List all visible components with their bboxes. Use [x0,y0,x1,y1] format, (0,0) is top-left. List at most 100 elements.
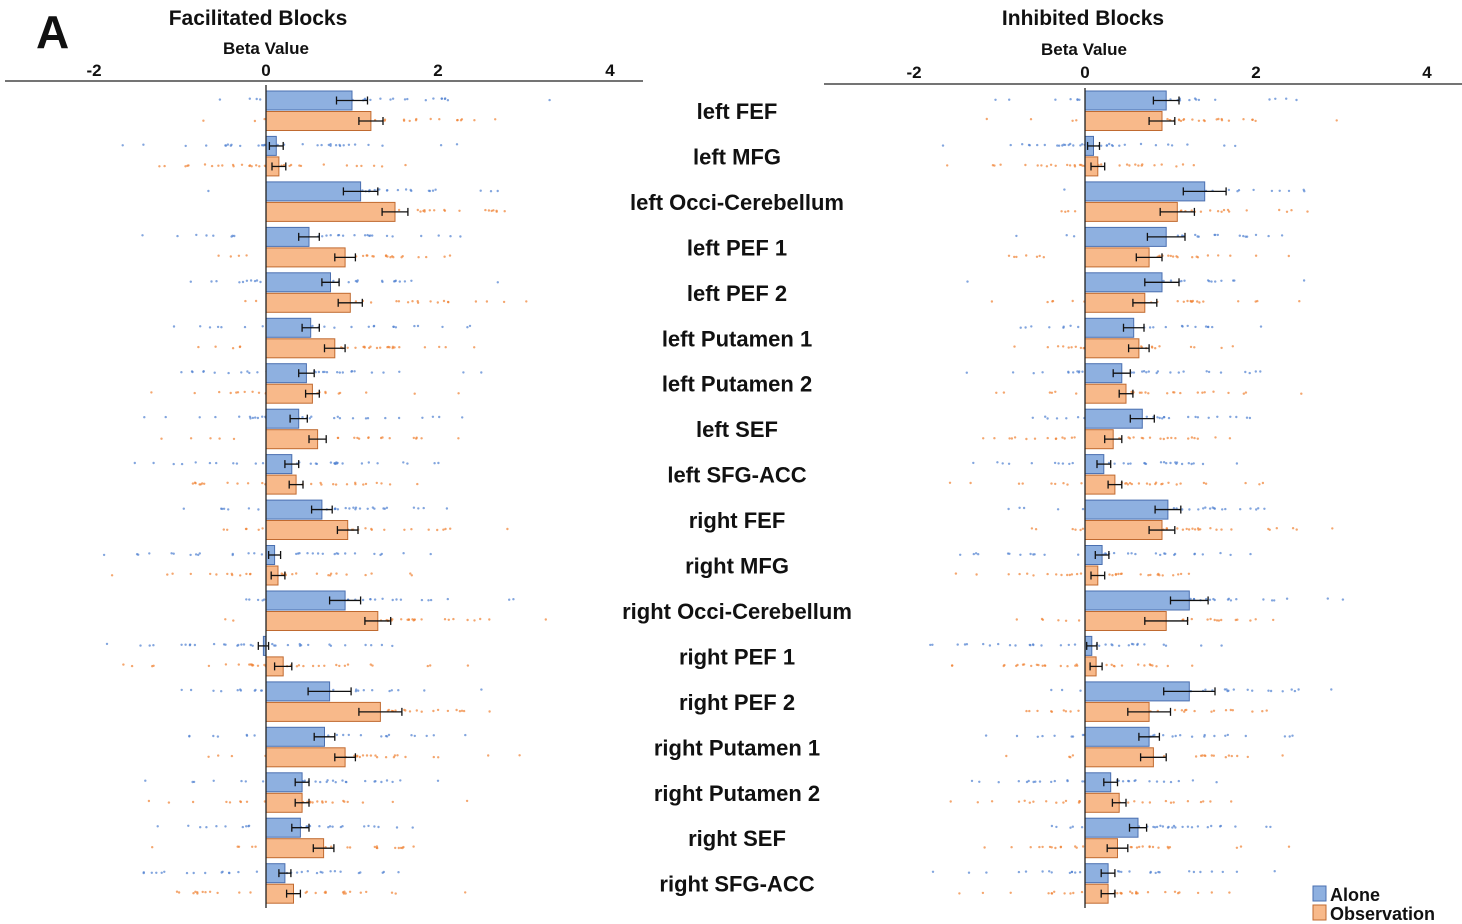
subject-dot [180,643,183,646]
subject-dot [948,481,952,484]
subject-dot [1268,98,1271,101]
subject-dot [1014,644,1017,647]
subject-dot [321,235,324,238]
subject-dot [1062,325,1065,328]
subject-dot [253,552,256,555]
subject-dot [1056,144,1059,147]
subject-dot [404,163,407,167]
subject-dot [338,144,342,148]
subject-dot [1153,164,1156,167]
subject-dot [1133,800,1136,803]
subject-dot [216,325,220,329]
subject-dot [338,371,341,374]
subject-dot [438,345,441,349]
subject-dot [1180,279,1183,283]
subject-dot [220,871,223,874]
subject-dot [372,164,376,167]
subject-dot [163,870,166,873]
subject-dot [143,416,146,419]
subject-dot [1021,143,1024,146]
subject-dot [1162,415,1166,419]
subject-dot [353,234,356,237]
subject-dot [231,553,234,557]
subject-dot [240,163,244,166]
subject-dot [1126,552,1130,555]
x-tick-label: 0 [1080,63,1089,82]
subject-dot [448,254,452,257]
subject-dot [1069,756,1072,759]
subject-dot [1330,688,1333,691]
subject-dot [1179,482,1182,485]
subject-dot [248,371,251,375]
subject-dot [1080,826,1084,829]
subject-dot [1160,163,1163,166]
subject-dot [316,552,320,555]
subject-dot [298,644,302,647]
subject-dot [1194,325,1197,329]
subject-dot [460,709,464,712]
subject-dot [341,234,345,237]
subject-dot [180,688,183,692]
subject-dot [1210,891,1214,894]
region-label-right-putamen-1: right Putamen 1 [654,735,820,760]
subject-dot [210,280,213,283]
subject-dot [420,598,424,602]
subject-dot [376,462,379,465]
subject-dot [1132,371,1136,374]
subject-dot [1202,481,1206,485]
subject-dot [1032,553,1035,556]
subject-dot [1124,482,1127,485]
subject-dot [984,734,988,737]
subject-dot [1017,780,1020,783]
subject-dot [1222,208,1226,212]
subject-dot [363,234,367,237]
subject-dot [1036,143,1039,147]
subject-dot [371,506,375,509]
subject-dot [1272,618,1275,622]
subject-dot [414,119,418,122]
subject-dot [1007,507,1010,511]
subject-dot [977,553,980,556]
subject-dot [484,208,487,212]
subject-dot [1162,437,1166,441]
subject-dot [1232,279,1235,282]
subject-dot [409,188,412,192]
subject-dot [319,780,322,784]
subject-dot [1067,143,1070,147]
subject-dot [261,599,264,602]
subject-dot [213,371,216,374]
subject-dot [488,618,491,621]
subject-dot [1143,461,1146,465]
subject-dot [336,371,339,374]
bar-alone-left-pef-2 [265,272,331,293]
subject-dot [300,870,303,874]
subject-dot [1226,208,1230,212]
subject-dot [1229,708,1233,712]
subject-dot [320,483,323,486]
subject-dot [434,188,437,191]
subject-dot [248,97,251,100]
subject-dot [1259,325,1263,328]
subject-dot [1060,210,1063,213]
subject-dot [332,483,335,486]
subject-dot [1197,508,1200,511]
subject-dot [1105,144,1109,147]
subject-dot [382,371,385,374]
subject-dot [1081,507,1085,511]
subject-dot [1267,234,1270,238]
subject-dot [249,891,252,894]
subject-dot [1189,597,1192,601]
subject-dot [184,144,187,148]
subject-dot [1141,370,1144,373]
subject-dot [1023,799,1026,802]
chart-title: Inhibited Blocks [1002,7,1164,30]
subject-dot [220,326,223,329]
subject-dot [1034,528,1038,531]
subject-dot [1038,254,1041,258]
subject-dot [331,779,335,782]
subject-dot [1224,734,1227,737]
subject-dot [329,870,332,873]
subject-dot [344,644,347,647]
subject-dot [1265,709,1268,712]
subject-dot [1291,734,1294,737]
